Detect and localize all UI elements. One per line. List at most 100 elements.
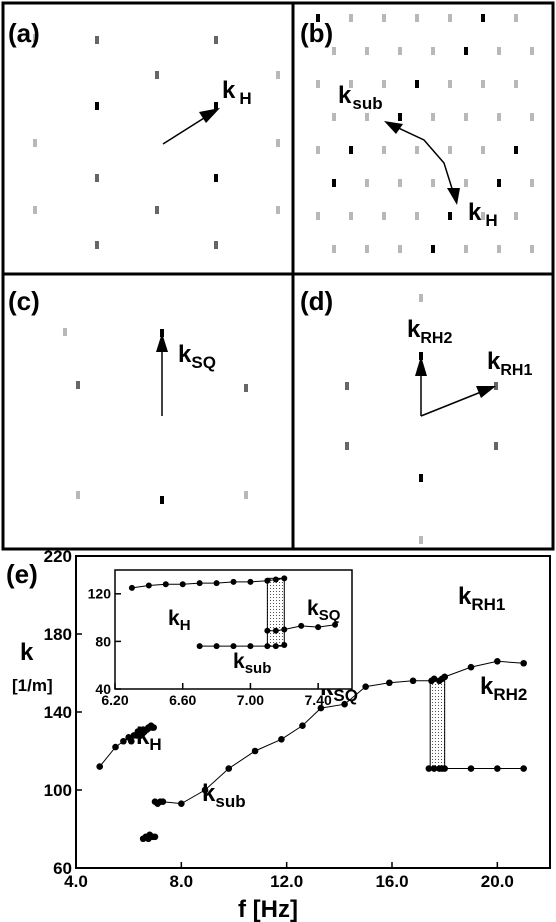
spot (481, 14, 485, 22)
panel-label-e: (e) (6, 559, 38, 589)
series-label-kH: kH (136, 723, 162, 754)
spot (33, 139, 37, 147)
spot (214, 241, 218, 249)
point-k_SQ (386, 679, 393, 687)
point-k_H (281, 575, 288, 582)
spot (419, 294, 423, 302)
spot (349, 14, 353, 22)
spot (448, 14, 452, 22)
main-axis-ticks: 4.0 8.0 12.0 16.0 20.0 60 100 140 180 220 (44, 547, 514, 891)
spot (345, 442, 349, 450)
point-k_sub (196, 643, 203, 650)
point-k_SQ (159, 798, 167, 805)
inset-axis-ticks: 6.20 6.60 7.00 7.40 40 80 120 (88, 586, 332, 708)
point-k_sub (281, 641, 288, 648)
point-k_H (96, 763, 103, 770)
point-k_SQ (317, 704, 325, 712)
inset-label-kH: kH (168, 607, 191, 634)
vector-label-ksub-b: ksub (338, 82, 383, 113)
spot (365, 179, 369, 187)
vector-label-krh1-d: kRH1 (487, 348, 532, 379)
spot (349, 80, 353, 88)
spot (398, 245, 402, 253)
spot (448, 80, 452, 88)
spot (365, 113, 369, 121)
point-k_RH1 (494, 658, 501, 665)
point-k_SQ (251, 747, 259, 755)
point-k_SQ (225, 765, 233, 772)
x-tick-label: 20.0 (481, 872, 514, 891)
y-tick-label: 40 (95, 681, 111, 697)
y-tick-label: 180 (44, 625, 72, 644)
spot (95, 36, 99, 44)
spots-b (316, 14, 534, 253)
point-k_SQ (281, 626, 288, 633)
y-axis-unit: [1/m] (12, 676, 53, 695)
point-k_SQ (332, 621, 339, 628)
spot (345, 382, 349, 390)
x-tick-label: 7.40 (305, 692, 332, 708)
vector-label-ksq-c: kSQ (178, 341, 216, 372)
spot (332, 179, 336, 187)
spot (514, 14, 518, 22)
x-tick-label: 8.0 (170, 872, 194, 891)
spot (415, 146, 419, 154)
y-tick-label: 60 (53, 859, 72, 878)
panel-d: (d) kRH2 kRH1 (291, 272, 555, 551)
point-k_H (128, 737, 135, 745)
inset-series-layer (128, 575, 339, 650)
series-line-k_RH1 (444, 660, 524, 678)
spot (497, 179, 501, 187)
point-k_SQ (362, 683, 369, 690)
x-tick-label: 6.60 (169, 692, 196, 708)
spot (316, 14, 320, 22)
vector-label-krh2-d: kRH2 (407, 316, 452, 347)
hysteresis-band (429, 678, 446, 770)
spot (514, 80, 518, 88)
x-tick-label: 6.20 (101, 692, 128, 708)
spot (276, 71, 280, 79)
spot (332, 47, 336, 55)
point-k_sub (247, 643, 254, 650)
point-k_H (264, 577, 271, 584)
spots-a (33, 34, 280, 249)
spot (95, 241, 99, 249)
spot (431, 245, 435, 253)
spot (244, 384, 248, 392)
point-k_RH2 (494, 765, 501, 772)
spot (316, 146, 320, 154)
spot (530, 113, 534, 121)
spot (481, 212, 485, 220)
spot (448, 146, 452, 154)
point-k_SQ (178, 800, 185, 807)
spot (514, 212, 518, 220)
inset-label-ksq: kSQ (307, 597, 341, 624)
point-k_H (196, 580, 203, 587)
series-label-krh1: kRH1 (458, 583, 505, 614)
spot (530, 245, 534, 253)
point-k_SQ (298, 622, 305, 629)
point-k_RH2 (467, 765, 475, 772)
spot (63, 328, 67, 336)
spot (349, 146, 353, 154)
spot (464, 245, 468, 253)
spot (497, 113, 501, 121)
point-k_H (272, 576, 279, 583)
spot (398, 113, 402, 121)
point-k_H (179, 581, 186, 588)
point-k_RH1 (441, 673, 448, 681)
inset-frame (114, 569, 353, 690)
spot (155, 206, 159, 214)
point-k_SQ (430, 675, 438, 683)
panel-label-c: (c) (8, 286, 40, 316)
point-k_SQ (341, 700, 348, 708)
spot (431, 113, 435, 121)
spot (214, 174, 218, 182)
point-k_RH2 (425, 765, 433, 772)
y-tick-label: 140 (44, 703, 72, 722)
point-k_H (120, 737, 127, 745)
spot (514, 146, 518, 154)
